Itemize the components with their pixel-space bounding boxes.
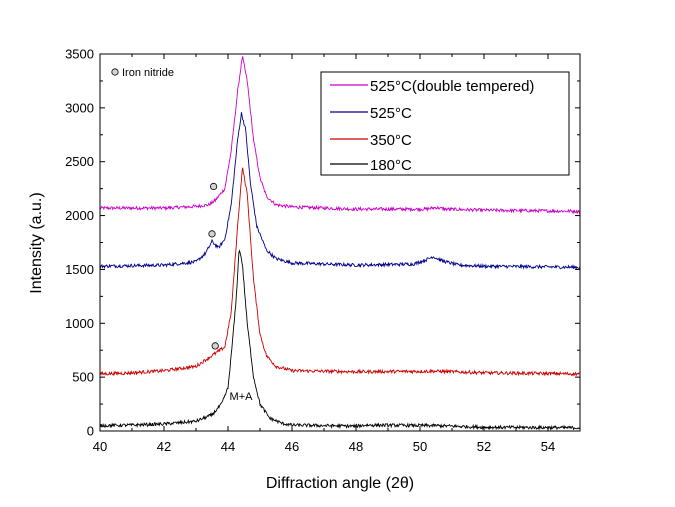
series-line-0 xyxy=(99,56,581,215)
x-tick-label-44: 44 xyxy=(221,439,235,454)
y-tick-label-1000: 1000 xyxy=(65,316,94,331)
marker-legend: Iron nitride xyxy=(111,67,174,79)
annotation-m-plus-a: M+A xyxy=(230,391,254,403)
x-tick-label-40: 40 xyxy=(93,439,107,454)
y-tick-label-2000: 2000 xyxy=(65,208,94,223)
x-tick-label-46: 46 xyxy=(285,439,299,454)
y-tick-label-2500: 2500 xyxy=(65,154,94,169)
legend-box xyxy=(320,71,570,176)
series-line-3 xyxy=(99,249,581,431)
legend-label-1: 525°C xyxy=(370,105,412,122)
x-tick-label-50: 50 xyxy=(413,439,427,454)
x-tick-label-48: 48 xyxy=(349,439,363,454)
y-tick-label-3500: 3500 xyxy=(65,47,94,62)
y-tick-label-500: 500 xyxy=(72,370,94,385)
x-tick-label-54: 54 xyxy=(541,439,555,454)
x-tick-label-42: 42 xyxy=(157,439,171,454)
y-tick-label-3000: 3000 xyxy=(65,100,94,115)
x-axis-title: Diffraction angle (2θ) xyxy=(266,475,414,492)
tick-layer xyxy=(99,53,581,432)
iron-nitride-marker-1 xyxy=(208,230,216,238)
marker-layer xyxy=(208,182,219,350)
series-layer xyxy=(99,56,581,431)
y-tick-labels: 0 500 1000 1500 2000 2500 3000 3500 xyxy=(65,47,94,439)
iron-nitride-marker-2 xyxy=(211,342,219,350)
series-line-1 xyxy=(99,112,581,270)
legend: 525°C(double tempered) 525°C 350°C 180°C xyxy=(320,71,570,176)
x-tick-labels: 40 42 44 46 48 50 52 54 xyxy=(93,439,555,454)
legend-label-2: 350°C xyxy=(370,132,412,149)
iron-nitride-marker-icon xyxy=(111,68,119,76)
x-tick-label-52: 52 xyxy=(477,439,491,454)
marker-legend-label: Iron nitride xyxy=(122,67,174,79)
legend-label-0: 525°C(double tempered) xyxy=(370,78,534,95)
y-tick-label-1500: 1500 xyxy=(65,262,94,277)
y-axis-title: Intensity (a.u.) xyxy=(28,192,45,293)
iron-nitride-marker-0 xyxy=(210,182,218,191)
y-tick-label-0: 0 xyxy=(87,424,94,439)
legend-label-3: 180°C xyxy=(370,157,412,174)
series-line-2 xyxy=(99,167,581,377)
